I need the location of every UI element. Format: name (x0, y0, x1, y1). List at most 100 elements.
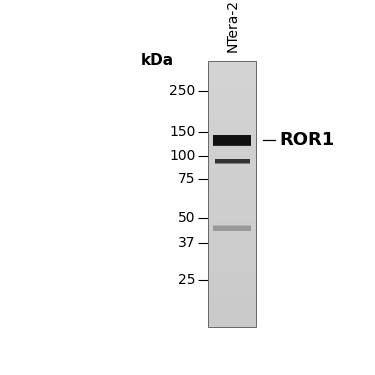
Bar (208, 205, 256, 206)
Bar (208, 198, 256, 199)
Bar (208, 293, 256, 294)
Bar (208, 235, 256, 236)
Bar (208, 234, 256, 236)
Bar (208, 259, 256, 260)
Bar (208, 158, 256, 159)
Text: 50: 50 (178, 211, 196, 225)
Bar (225, 139, 246, 143)
Bar (208, 66, 256, 67)
Bar (208, 263, 256, 264)
Bar (208, 113, 256, 114)
Bar (213, 136, 251, 144)
Bar (208, 195, 256, 196)
Bar (208, 149, 256, 150)
Bar (213, 139, 251, 142)
Bar (208, 74, 256, 75)
Bar (208, 136, 256, 137)
Bar (208, 101, 256, 102)
Bar (208, 89, 256, 90)
Bar (208, 82, 256, 83)
Bar (208, 253, 256, 254)
Bar (208, 303, 256, 304)
Bar (208, 180, 256, 181)
Bar (208, 119, 256, 120)
Bar (213, 226, 251, 231)
Bar (208, 70, 256, 72)
Bar (208, 317, 256, 318)
Bar (208, 297, 256, 298)
Bar (225, 140, 246, 142)
Bar (208, 286, 256, 288)
Bar (208, 321, 256, 322)
Bar (208, 184, 256, 185)
Bar (208, 133, 256, 134)
Bar (208, 110, 256, 111)
Bar (208, 294, 256, 295)
Bar (208, 105, 256, 106)
Bar (208, 264, 256, 266)
Bar (208, 187, 256, 188)
Bar (208, 139, 256, 140)
Bar (213, 137, 251, 144)
Bar (208, 148, 256, 149)
Bar (208, 106, 256, 107)
Bar (208, 108, 256, 109)
Bar (208, 212, 256, 213)
Bar (208, 208, 256, 209)
Bar (208, 121, 256, 122)
Bar (208, 161, 256, 162)
Bar (215, 159, 250, 163)
Bar (225, 138, 246, 144)
Bar (208, 239, 256, 240)
Bar (215, 160, 250, 162)
Bar (208, 290, 256, 291)
Bar (213, 226, 251, 231)
Bar (208, 95, 256, 96)
Bar (208, 202, 256, 204)
Bar (208, 176, 256, 177)
Bar (208, 247, 256, 248)
Bar (208, 274, 256, 275)
Bar (208, 86, 256, 87)
Bar (208, 291, 256, 292)
Bar (215, 159, 250, 163)
Bar (213, 135, 251, 145)
Bar (213, 227, 251, 230)
Bar (208, 269, 256, 270)
Bar (208, 144, 256, 145)
Bar (208, 79, 256, 80)
Bar (208, 135, 256, 136)
Bar (208, 313, 256, 314)
Bar (225, 138, 246, 144)
Bar (208, 262, 256, 263)
Bar (208, 237, 256, 238)
Bar (208, 78, 256, 79)
Bar (208, 206, 256, 207)
Bar (208, 140, 256, 141)
Bar (208, 296, 256, 297)
Bar (208, 112, 256, 113)
Bar (208, 97, 256, 98)
Bar (208, 85, 256, 86)
Bar (208, 256, 256, 257)
Bar (208, 156, 256, 158)
Bar (208, 193, 256, 194)
Bar (213, 227, 251, 230)
Bar (213, 138, 251, 143)
Bar (208, 314, 256, 315)
Bar (208, 167, 256, 168)
Bar (208, 278, 256, 279)
Bar (208, 304, 256, 305)
Bar (208, 325, 256, 326)
Bar (208, 210, 256, 212)
Bar (208, 126, 256, 127)
Bar (215, 160, 250, 163)
Bar (208, 215, 256, 216)
Bar (225, 139, 246, 144)
Bar (208, 308, 256, 309)
Bar (208, 88, 256, 89)
Bar (208, 270, 256, 271)
Bar (208, 199, 256, 200)
Bar (208, 256, 256, 258)
Bar (208, 81, 256, 82)
